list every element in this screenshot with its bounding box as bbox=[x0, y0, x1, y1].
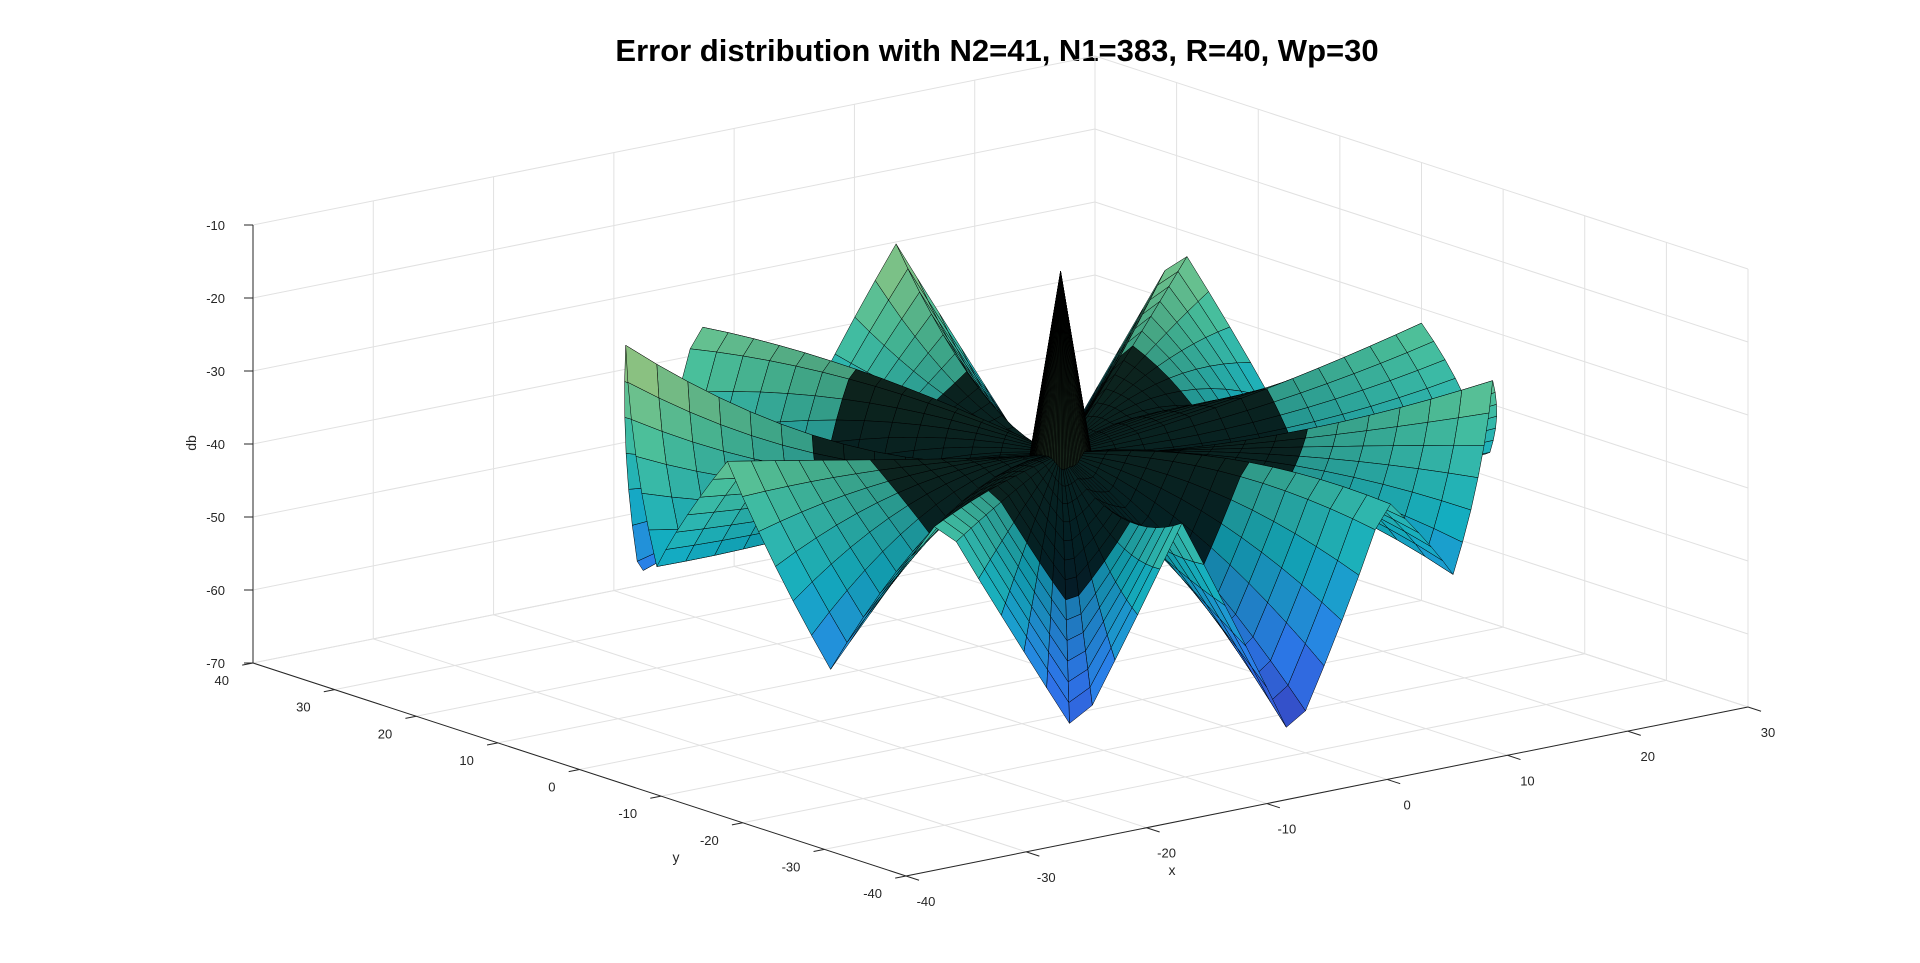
grid-line-y-floor bbox=[742, 653, 1585, 824]
z-tick-label: -30 bbox=[206, 364, 225, 379]
x-tick-mark bbox=[1747, 706, 1762, 712]
x-tick-label: 10 bbox=[1520, 773, 1534, 788]
y-tick-label: 30 bbox=[296, 700, 310, 715]
surface-layer bbox=[624, 243, 1497, 728]
surface-patch bbox=[830, 419, 865, 443]
surface-patch bbox=[1453, 412, 1490, 446]
y-tick-label: -40 bbox=[863, 886, 882, 901]
x-axis-line bbox=[905, 706, 1749, 877]
y-tick-mark bbox=[568, 769, 580, 773]
y-tick-mark bbox=[650, 795, 662, 799]
z-tick-label: -10 bbox=[206, 218, 225, 233]
z-tick-label: -40 bbox=[206, 437, 225, 452]
y-tick-label: -30 bbox=[782, 859, 801, 874]
y-tick-mark bbox=[405, 715, 417, 719]
x-tick-label: 20 bbox=[1640, 749, 1654, 764]
x-tick-label: -40 bbox=[917, 894, 936, 909]
y-tick-mark bbox=[323, 689, 335, 693]
x-tick-label: 30 bbox=[1761, 725, 1775, 740]
z-tick-label: -60 bbox=[206, 583, 225, 598]
surface-patch bbox=[978, 568, 1006, 616]
y-tick-label: 0 bbox=[548, 780, 555, 795]
y-tick-label: 10 bbox=[459, 753, 473, 768]
grid-line-z-side bbox=[1094, 201, 1749, 416]
surface-patch bbox=[1064, 558, 1077, 581]
z-tick-label: -70 bbox=[206, 656, 225, 671]
y-tick-label: 40 bbox=[215, 673, 229, 688]
x-tick-mark bbox=[1146, 827, 1160, 833]
chart-title: Error distribution with N2=41, N1=383, R… bbox=[615, 33, 1378, 68]
grid-line-z-back bbox=[252, 55, 1096, 226]
surface-patch bbox=[1423, 417, 1459, 446]
surface-patch bbox=[1447, 445, 1485, 478]
surface-patch bbox=[1418, 445, 1455, 474]
z-tick-label: -20 bbox=[206, 291, 225, 306]
axis-layer bbox=[242, 224, 1762, 881]
surface-patch bbox=[943, 437, 975, 449]
x-tick-label: -10 bbox=[1277, 822, 1296, 837]
grid-line-z-back bbox=[252, 201, 1096, 372]
tick-layer: -40 -30 -20 -10 0 10 20 30 -40 -30 -20 -10 0 10 20 30 40… bbox=[206, 218, 1775, 909]
y-tick-label: -20 bbox=[700, 833, 719, 848]
x-tick-mark bbox=[1627, 730, 1641, 736]
x-tick-label: 0 bbox=[1404, 797, 1411, 812]
grid-line-y-floor bbox=[497, 573, 1340, 744]
grid-line-z-side bbox=[1094, 55, 1749, 270]
x-tick-mark bbox=[1507, 754, 1521, 761]
grid-line-z-back bbox=[252, 128, 1096, 299]
x-tick-label: -20 bbox=[1157, 846, 1176, 861]
y-tick-label: -10 bbox=[618, 806, 637, 821]
y-tick-mark bbox=[731, 822, 743, 826]
x-tick-mark bbox=[1026, 851, 1040, 857]
x-tick-mark bbox=[1386, 778, 1401, 785]
x-tick-label: -30 bbox=[1037, 870, 1056, 885]
surface-patch bbox=[888, 422, 921, 438]
x-tick-mark bbox=[1266, 803, 1281, 809]
y-axis-label: y bbox=[673, 849, 680, 865]
x-tick-mark bbox=[905, 875, 920, 881]
y-tick-mark bbox=[813, 848, 825, 853]
y-tick-mark bbox=[486, 742, 498, 746]
grid-line-z-side bbox=[1094, 128, 1749, 343]
z-axis-label: db bbox=[183, 435, 199, 451]
surface-patch bbox=[859, 420, 893, 440]
grid-line-y-floor bbox=[824, 679, 1667, 850]
x-axis-label: x bbox=[1169, 862, 1176, 878]
surface-patch bbox=[1388, 445, 1424, 469]
surface-patch bbox=[1458, 380, 1493, 419]
z-tick-label: -50 bbox=[206, 510, 225, 525]
y-tick-mark bbox=[895, 875, 907, 879]
y-tick-label: 20 bbox=[378, 726, 392, 741]
surface-patch bbox=[836, 398, 870, 421]
grid-line-z-back bbox=[252, 274, 1096, 445]
